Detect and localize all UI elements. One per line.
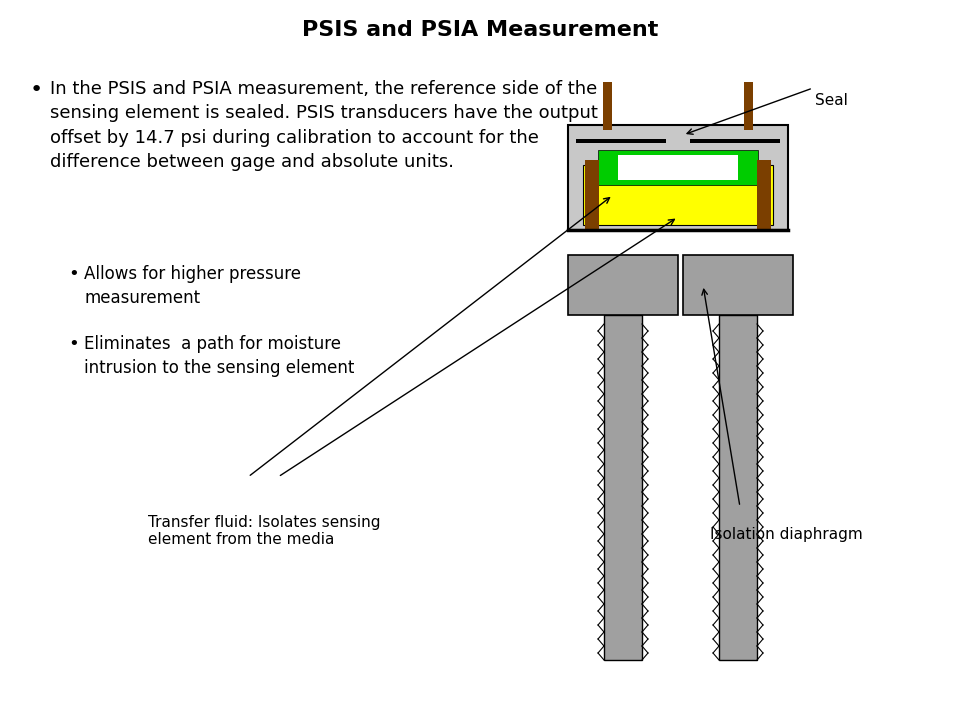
- Bar: [683, 255, 793, 315]
- Text: PSIS and PSIA Measurement: PSIS and PSIA Measurement: [301, 20, 659, 40]
- Text: Allows for higher pressure
measurement: Allows for higher pressure measurement: [84, 265, 301, 307]
- Bar: [744, 82, 753, 130]
- Bar: [666, 138, 690, 144]
- Bar: [598, 150, 758, 185]
- Text: In the PSIS and PSIA measurement, the reference side of the
sensing element is s: In the PSIS and PSIA measurement, the re…: [50, 80, 598, 171]
- Bar: [719, 315, 757, 660]
- Text: Transfer fluid: Isolates sensing
element from the media: Transfer fluid: Isolates sensing element…: [148, 515, 380, 547]
- Bar: [568, 125, 788, 230]
- Bar: [583, 165, 773, 225]
- Text: •: •: [30, 80, 43, 100]
- Bar: [585, 160, 599, 230]
- Bar: [604, 315, 642, 660]
- Bar: [568, 255, 678, 315]
- Text: Eliminates  a path for moisture
intrusion to the sensing element: Eliminates a path for moisture intrusion…: [84, 335, 354, 377]
- Bar: [576, 139, 780, 143]
- Text: Isolation diaphragm: Isolation diaphragm: [710, 527, 863, 542]
- Text: •: •: [68, 335, 79, 353]
- Bar: [618, 155, 738, 180]
- Text: Seal: Seal: [815, 93, 848, 108]
- Bar: [603, 82, 612, 130]
- Text: •: •: [68, 265, 79, 283]
- Bar: [757, 160, 771, 230]
